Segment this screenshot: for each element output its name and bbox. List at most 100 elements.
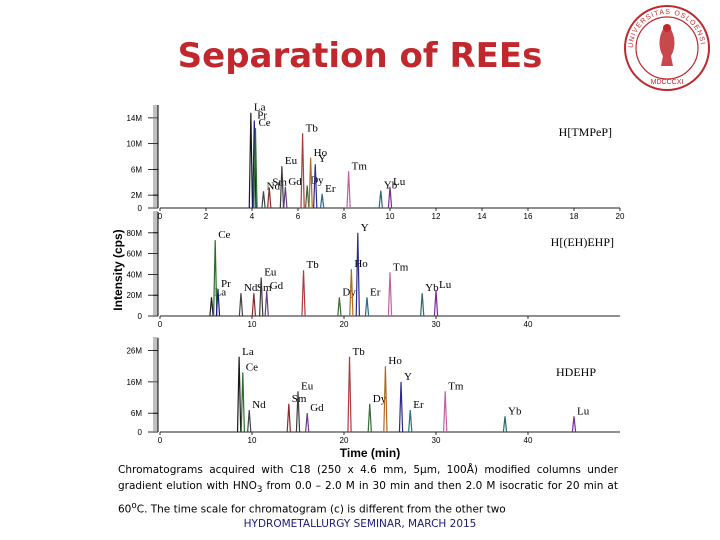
peak-tb <box>347 356 352 433</box>
peak-tm <box>346 171 351 209</box>
peak-y <box>355 232 360 317</box>
peak-label: Dy <box>342 286 356 298</box>
peak-label: La <box>242 346 254 358</box>
peak-lu <box>387 186 393 209</box>
peak-label: Gd <box>310 402 324 414</box>
chromatogram-panels: Intensity (cps) H[TMPeP] 0 2M 6M 10M 14M 0 2 4 6… <box>111 102 625 460</box>
peak-gd <box>264 291 269 317</box>
peak-label: Lu <box>393 176 406 188</box>
y-tick-label: 60M <box>126 250 142 259</box>
peak-ce <box>253 128 258 209</box>
seal-figure <box>659 24 675 66</box>
slide-title: Separation of REEs <box>177 36 543 76</box>
x-tick-label: 20 <box>340 436 349 445</box>
peak-tb <box>300 133 305 209</box>
university-seal-icon: UNIVERSITAS OSLOENSIS MDCCCXI <box>623 4 710 91</box>
x-tick-label: 30 <box>432 436 441 445</box>
peak-lu <box>571 416 577 433</box>
x-tick-label: 8 <box>342 212 347 221</box>
panel-b-title: H[(EH)EHP] <box>551 235 614 249</box>
peak-ho <box>308 157 313 209</box>
y-tick-label: 6M <box>131 165 142 174</box>
panel-c-title: HDEHP <box>556 365 596 379</box>
peak-label: Y <box>404 371 412 383</box>
peak-er <box>408 410 413 433</box>
peak-label: Eu <box>264 267 277 279</box>
peak-label: Dy <box>373 393 387 405</box>
x-tick-label: 2 <box>204 212 209 221</box>
peak-label: Yb <box>425 282 439 294</box>
y-tick-label: 6M <box>131 409 142 418</box>
peak-dy <box>305 185 310 209</box>
x-tick-label: 30 <box>432 320 441 329</box>
peak-label: Ce <box>246 361 258 373</box>
peak-ho <box>383 366 388 433</box>
x-tick-label: 14 <box>478 212 487 221</box>
peak-label: Tb <box>307 259 320 271</box>
peak-label: Lu <box>577 405 590 417</box>
x-tick-label: 16 <box>524 212 533 221</box>
x-tick-label: 4 <box>250 212 255 221</box>
peak-pr <box>215 288 221 317</box>
x-tick-label: 12 <box>432 212 441 221</box>
x-tick-label: 10 <box>248 436 257 445</box>
y-tick-label: 0 <box>138 204 143 213</box>
peak-label: Dy <box>310 174 324 186</box>
x-tick-label: 0 <box>158 320 163 329</box>
peak-label: La <box>215 286 227 298</box>
peak-label: Ce <box>218 229 230 241</box>
peak-er <box>364 297 370 317</box>
peak-sm <box>267 187 272 209</box>
footer-text: HYDROMETALLURGY SEMINAR, MARCH 2015 <box>243 518 477 530</box>
y-tick-label: 20M <box>126 291 142 300</box>
x-tick-label: 18 <box>570 212 579 221</box>
y-tick-label: 80M <box>126 229 142 238</box>
peak-label: Ho <box>314 147 328 159</box>
y-tick-label: 2M <box>131 191 142 200</box>
seal-center-text: MDCCCXI <box>651 79 684 86</box>
peak-label: Pr <box>257 109 267 121</box>
seal-figure-head <box>663 24 671 32</box>
y-tick-label: 10M <box>126 140 142 149</box>
peak-label: La <box>254 102 266 114</box>
peak-tm <box>387 272 393 317</box>
y-tick-label: 14M <box>126 114 142 123</box>
peak-eu <box>279 166 285 209</box>
peak-label: Lu <box>439 279 452 291</box>
peak-label: Eu <box>301 380 314 392</box>
peak-tb <box>301 270 306 317</box>
peak-label: Gd <box>288 176 302 188</box>
peak-label: Eu <box>285 155 298 167</box>
peak-yb <box>502 416 508 433</box>
peak-gd <box>283 186 288 209</box>
peak-nd <box>247 410 252 433</box>
peak-dy <box>337 297 342 317</box>
peak-label: Gd <box>270 280 284 292</box>
x-tick-label: 40 <box>524 320 533 329</box>
peak-dy <box>367 403 372 433</box>
peak-eu <box>295 391 301 433</box>
peak-label: Tm <box>448 380 464 392</box>
peak-label: Er <box>370 286 381 298</box>
peak-sm <box>251 293 257 317</box>
x-tick-label: 20 <box>340 320 349 329</box>
peak-nd <box>238 293 244 317</box>
seal-outer-ring <box>624 5 710 91</box>
y-tick-label: 26M <box>126 347 142 356</box>
peak-label: Nd <box>252 399 266 411</box>
chromatogram-panel-c: HDEHP Time (min) 0 6M 16M 26M 0 10 20 30 40 La Ce N… <box>126 337 620 460</box>
peak-yb <box>420 293 425 317</box>
x-tick-label: 20 <box>616 212 625 221</box>
peak-label: Tb <box>306 122 319 134</box>
peak-label: Sm <box>292 393 307 405</box>
x-tick-label: 10 <box>248 320 257 329</box>
peak-label: Tm <box>393 261 409 273</box>
peak-la <box>236 356 242 433</box>
peak-label: Y <box>361 222 369 234</box>
peak-label: Y <box>318 153 326 165</box>
peak-label: Sm <box>272 176 287 188</box>
peak-la <box>248 112 254 209</box>
peak-label: Nd <box>244 282 258 294</box>
x-tick-label: 6 <box>296 212 301 221</box>
